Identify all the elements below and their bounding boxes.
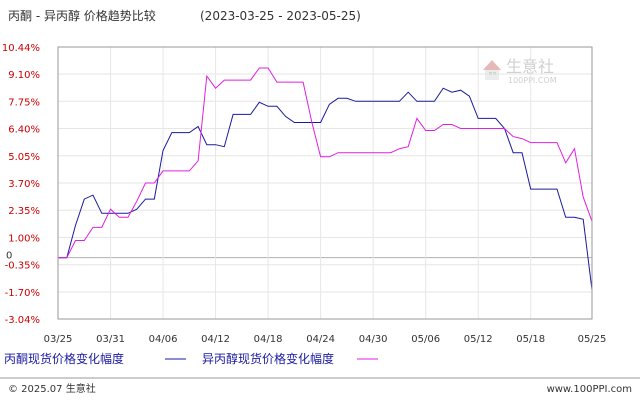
x-tick-label: 04/24 bbox=[306, 334, 335, 345]
x-tick-label: 04/18 bbox=[254, 334, 283, 345]
series-line-1 bbox=[58, 87, 593, 290]
y-tick-label: 2.35% bbox=[8, 206, 40, 217]
series-lines bbox=[58, 67, 593, 290]
grid bbox=[57, 46, 593, 320]
footer-copyright: © 2025.07 生意社 bbox=[8, 382, 96, 395]
watermark-brand: 生意社 bbox=[506, 57, 554, 76]
series-line-2 bbox=[58, 67, 593, 259]
x-tick-label: 05/25 bbox=[578, 334, 607, 345]
x-axis-ticks: 03/25 03/31 04/06 04/12 04/18 04/24 04/30 05/06… bbox=[44, 334, 607, 345]
legend: 丙酮现货价格变化幅度 异丙醇现货价格变化幅度 bbox=[4, 351, 378, 366]
x-tick-label: 05/06 bbox=[411, 334, 440, 345]
x-tick-label: 04/06 bbox=[149, 334, 178, 345]
house-logo-icon bbox=[483, 60, 501, 80]
footer-url: www.100PPI.com bbox=[547, 384, 632, 395]
plot-frame bbox=[57, 46, 593, 320]
chart-title: 丙酮 - 异丙醇 价格趋势比较 bbox=[8, 8, 156, 23]
legend-label-series-1: 丙酮现货价格变化幅度 bbox=[4, 351, 124, 366]
x-tick-label: 03/25 bbox=[44, 334, 73, 345]
legend-label-series-2: 异丙醇现货价格变化幅度 bbox=[202, 351, 334, 366]
x-tick-label: 05/12 bbox=[464, 334, 493, 345]
x-tick-label: 05/18 bbox=[516, 334, 545, 345]
y-tick-label: 1.00% bbox=[8, 233, 40, 244]
x-tick-label: 04/12 bbox=[201, 334, 230, 345]
y-tick-label: 10.44% bbox=[2, 43, 40, 54]
x-tick-label: 04/30 bbox=[359, 334, 388, 345]
y-zero-label: 0 bbox=[6, 251, 12, 262]
y-tick-label: 5.05% bbox=[8, 152, 40, 163]
y-tick-label: 7.75% bbox=[8, 97, 40, 108]
chart-title-group: 丙酮 - 异丙醇 价格趋势比较 (2023-03-25 - 2023-05-25… bbox=[8, 8, 361, 23]
chart-date-range: (2023-03-25 - 2023-05-25) bbox=[200, 9, 361, 23]
y-tick-label: -1.70% bbox=[5, 288, 40, 299]
y-tick-label: -0.35% bbox=[5, 261, 40, 272]
y-tick-label: -3.04% bbox=[5, 315, 40, 326]
watermark: 生意社 100PPI.COM bbox=[483, 57, 557, 85]
watermark-url: 100PPI.COM bbox=[508, 76, 557, 85]
y-tick-label: 9.10% bbox=[8, 70, 40, 81]
y-axis-ticks: 10.44% 9.10% 7.75% 6.40% 5.05% 3.70% 2.35% 1.00… bbox=[2, 43, 40, 326]
y-tick-label: 3.70% bbox=[8, 179, 40, 190]
footer: © 2025.07 生意社 www.100PPI.com bbox=[8, 382, 632, 395]
y-tick-label: 6.40% bbox=[8, 125, 40, 136]
x-tick-label: 03/31 bbox=[96, 334, 125, 345]
